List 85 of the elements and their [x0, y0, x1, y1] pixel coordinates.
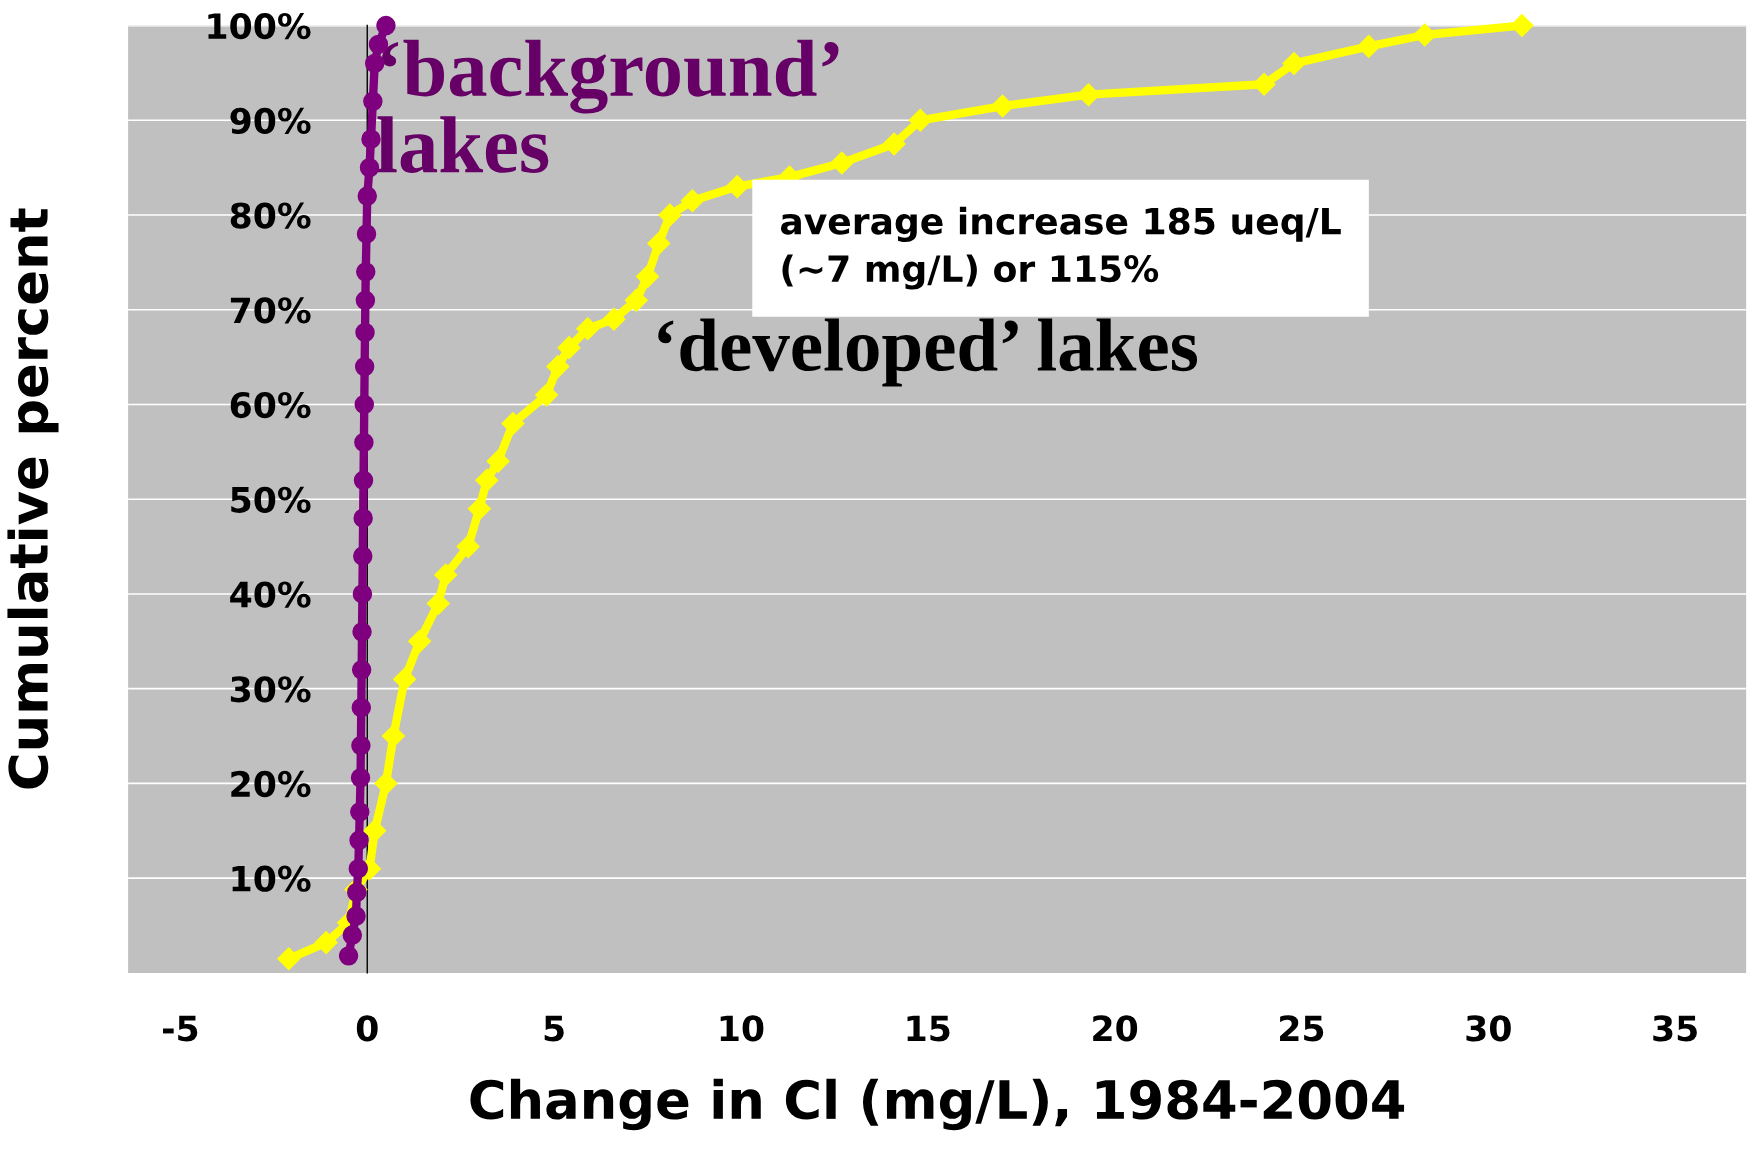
- x-tick-label: 15: [907, 1015, 950, 1042]
- x-tick-label: 0: [356, 1015, 378, 1042]
- annotation: average increase 185 ueq/L (~7 mg/L) or 115%: [780, 206, 1341, 290]
- point: [1357, 34, 1381, 58]
- point: [356, 224, 377, 244]
- point: [1282, 51, 1306, 75]
- annotation: ‘background’ lakes: [377, 39, 839, 173]
- point: [351, 697, 372, 718]
- point: [535, 383, 559, 407]
- y-tick-label: 90%: [230, 107, 311, 134]
- point: [475, 468, 499, 492]
- y-tick-label: 60%: [230, 391, 311, 419]
- point: [277, 947, 301, 971]
- point: [314, 931, 338, 955]
- x-tick-label: 5: [544, 1015, 564, 1042]
- point: [991, 94, 1015, 118]
- point: [342, 925, 363, 945]
- point: [353, 508, 373, 528]
- point: [486, 449, 510, 473]
- point: [354, 356, 375, 377]
- point: [1076, 83, 1100, 107]
- point: [647, 231, 671, 255]
- point: [908, 108, 932, 132]
- point: [350, 768, 371, 788]
- point: [354, 394, 374, 415]
- annotation: ‘developed’ lakes: [658, 318, 1198, 387]
- point: [354, 432, 374, 453]
- point: [456, 535, 480, 559]
- point: [381, 724, 405, 748]
- point: [352, 622, 372, 642]
- point: [467, 497, 491, 521]
- point: [725, 175, 749, 199]
- x-axis-title: Change in Cl (mg/L), 1984-2004: [470, 1078, 1405, 1131]
- point: [557, 336, 581, 360]
- point: [434, 563, 458, 587]
- x-tick-label: 35: [1653, 1015, 1697, 1042]
- x-tick-label: 10: [720, 1015, 764, 1042]
- x-tick-label: 30: [1466, 1015, 1511, 1042]
- point: [356, 262, 376, 282]
- point: [347, 882, 367, 903]
- point: [576, 317, 600, 341]
- point: [830, 151, 854, 175]
- y-axis-title: Cumulative percent: [7, 208, 59, 789]
- point: [355, 322, 375, 343]
- point: [393, 667, 417, 691]
- y-tick-label: 100%: [208, 12, 311, 40]
- y-tick-label: 50%: [231, 486, 311, 513]
- point: [376, 15, 396, 36]
- point: [658, 203, 682, 227]
- point: [348, 858, 369, 879]
- point: [374, 771, 398, 795]
- point: [363, 819, 387, 843]
- point: [408, 629, 432, 653]
- point: [1413, 23, 1437, 47]
- point: [346, 906, 366, 926]
- point: [1510, 14, 1534, 38]
- point: [350, 802, 370, 822]
- point: [355, 290, 376, 311]
- point: [353, 546, 373, 566]
- y-tick-label: 40%: [230, 581, 311, 608]
- point: [636, 265, 660, 289]
- point: [882, 132, 906, 156]
- point: [351, 735, 371, 756]
- point: [357, 186, 377, 206]
- y-tick-label: 20%: [231, 770, 311, 798]
- y-tick-label: 10%: [232, 865, 311, 892]
- point: [624, 288, 648, 312]
- point: [349, 830, 369, 851]
- y-tick-label: 30%: [230, 676, 311, 703]
- point: [1252, 72, 1276, 96]
- point: [338, 946, 359, 966]
- point: [546, 355, 570, 379]
- point: [352, 584, 373, 604]
- x-tick-label: -5: [163, 1015, 198, 1042]
- point: [501, 411, 525, 435]
- point: [353, 470, 374, 491]
- y-tick-label: 70%: [230, 297, 311, 324]
- x-tick-label: 25: [1280, 1015, 1324, 1042]
- point: [602, 307, 626, 331]
- x-tick-label: 20: [1093, 1015, 1138, 1042]
- y-tick-label: 80%: [230, 202, 311, 229]
- point: [680, 189, 704, 213]
- point: [426, 591, 450, 615]
- point: [363, 91, 383, 112]
- point: [351, 660, 372, 680]
